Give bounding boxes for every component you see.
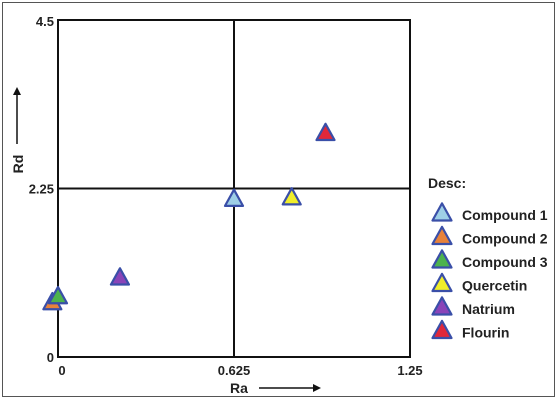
y-tick-label: 0 <box>47 350 54 365</box>
quadrant-lines <box>58 20 410 357</box>
data-points <box>42 122 336 311</box>
legend-marker <box>431 296 453 316</box>
legend-label: Compound 3 <box>462 254 548 270</box>
legend-marker <box>431 202 453 222</box>
legend-label: Compound 2 <box>462 231 548 247</box>
y-tick-labels: 0 2.25 4.5 <box>29 14 54 365</box>
legend-marker <box>431 319 453 340</box>
legend-title: Desc: <box>428 175 466 191</box>
legend-label: Quercetin <box>462 278 527 294</box>
legend-label: Natrium <box>462 301 515 317</box>
axis-titles: Ra Rd <box>10 87 321 396</box>
x-axis-arrow-head <box>313 384 321 392</box>
x-tick-label: 0.625 <box>218 363 251 378</box>
legend-marker <box>431 225 453 246</box>
data-point-compound-1 <box>223 188 245 207</box>
y-axis-arrow-head <box>13 87 21 95</box>
y-tick-label: 4.5 <box>36 14 54 29</box>
legend-marker <box>431 249 453 269</box>
legend-label: Flourin <box>462 325 509 341</box>
legend-marker <box>431 272 453 293</box>
legend: Desc: Compound 1 Compound 2 Compound 3 Querc… <box>428 175 548 341</box>
legend-label: Compound 1 <box>462 207 548 223</box>
data-point-quercetin <box>281 187 302 206</box>
data-point-compound-3 <box>47 285 69 305</box>
x-tick-label: 0 <box>58 363 65 378</box>
x-axis-title: Ra <box>230 380 248 396</box>
data-point-natrium <box>109 267 131 286</box>
data-point-flourin <box>315 122 336 142</box>
scatter-chart: 0 2.25 4.5 0 0.625 1.25 Ra Rd Desc: Compound 1… <box>10 14 548 396</box>
x-tick-labels: 0 0.625 1.25 <box>58 363 422 378</box>
y-tick-label: 2.25 <box>29 182 54 197</box>
x-tick-label: 1.25 <box>397 363 422 378</box>
y-axis-title: Rd <box>10 155 26 174</box>
